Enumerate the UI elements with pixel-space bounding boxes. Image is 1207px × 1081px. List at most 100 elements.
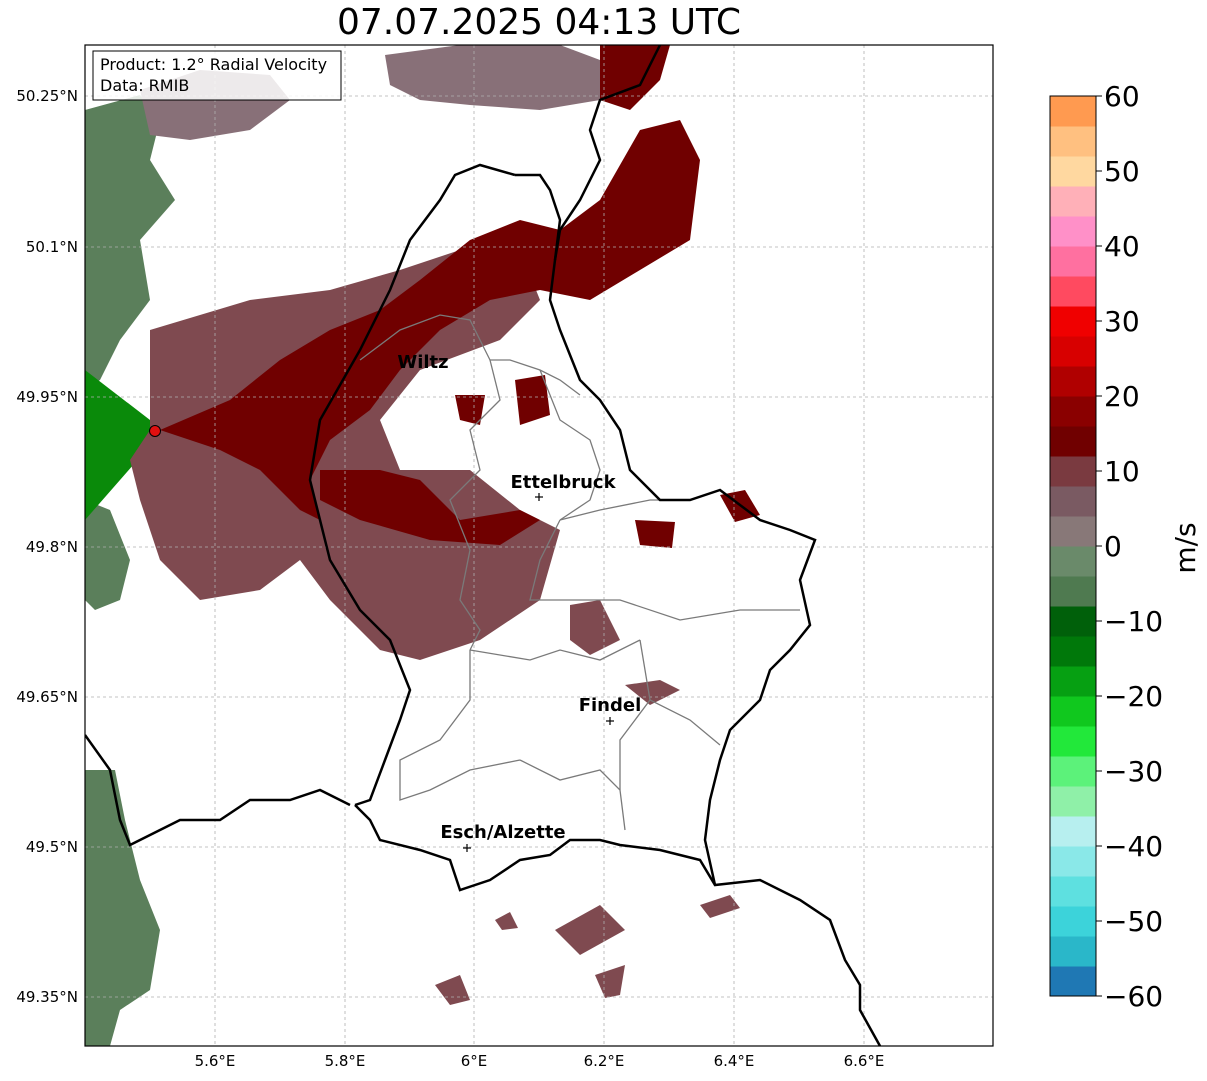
colorbar-band (1050, 546, 1096, 577)
radar-echo-west-2 (85, 500, 130, 610)
colorbar-band (1050, 486, 1096, 517)
lat-tick: 49.8°N (26, 538, 78, 556)
colorbar: 60 50 40 30 20 10 0 −10 −20 −30 −40 −50 −60 m/s (1049, 80, 1202, 1013)
city-markers: Wiltz Ettelbruck Findel Esch/Alzette (397, 352, 641, 852)
lat-tick: 49.35°N (16, 988, 78, 1006)
colorbar-tick-label: −40 (1104, 830, 1163, 863)
colorbar-band (1050, 726, 1096, 757)
border-lu-be-north (515, 173, 562, 261)
info-box: Product: 1.2° Radial Velocity Data: RMIB (92, 50, 342, 101)
radar-echo-inbound-small-2 (455, 395, 485, 425)
border-south (354, 804, 882, 1046)
colorbar-tick-label: 40 (1104, 230, 1140, 263)
lat-tick: 49.95°N (16, 388, 78, 406)
colorbar-tick-label: 10 (1104, 455, 1140, 488)
colorbar-tick-label: 0 (1104, 530, 1122, 563)
lon-tick: 6.4°E (714, 1052, 755, 1070)
colorbar-band (1050, 96, 1096, 127)
canton-borders (359, 314, 800, 831)
city-marker-esch (463, 844, 471, 852)
colorbar-band (1050, 336, 1096, 367)
colorbar-band (1050, 306, 1096, 337)
city-label-wiltz: Wiltz (397, 352, 448, 373)
colorbar-tick-label: −60 (1104, 980, 1163, 1013)
radar-echo-patch-6 (495, 912, 518, 930)
city-label-esch-alzette: Esch/Alzette (440, 822, 565, 843)
radar-echo-inbound-main (160, 120, 700, 520)
info-product: Product: 1.2° Radial Velocity (100, 55, 327, 74)
city-marker-findel (606, 717, 614, 725)
radar-echo-inbound-small (515, 375, 550, 425)
colorbar-band (1050, 366, 1096, 397)
colorbar-band (1050, 666, 1096, 697)
border-lu-be (548, 45, 817, 886)
radar-echo-north-gray (385, 45, 600, 110)
lat-tick: 50.25°N (16, 87, 78, 105)
colorbar-band (1050, 756, 1096, 787)
radar-echo-patch-1 (570, 600, 620, 655)
border-west-south (85, 734, 351, 847)
lon-tick-labels: 5.6°E 5.8°E 6°E 6.2°E 6.4°E 6.6°E (195, 1052, 885, 1070)
colorbar-tick-label: 50 (1104, 155, 1140, 188)
colorbar-tick-label: −20 (1104, 680, 1163, 713)
radar-layer (85, 45, 993, 1046)
radar-echo-west (85, 95, 175, 390)
colorbar-band (1050, 216, 1096, 247)
colorbar-band (1050, 126, 1096, 157)
lon-tick: 5.8°E (325, 1052, 366, 1070)
map-frame (84, 44, 994, 1047)
radar-echo-outbound (85, 370, 155, 520)
colorbar-band (1050, 456, 1096, 487)
colorbar-band (1050, 516, 1096, 547)
radar-echo-patch-3 (555, 905, 625, 955)
city-label-ettelbruck: Ettelbruck (510, 472, 616, 493)
border-west (308, 163, 516, 807)
info-data-source: Data: RMIB (100, 76, 189, 95)
radar-echo-southwest (85, 770, 160, 1046)
lat-tick: 50.1°N (26, 238, 78, 256)
city-marker-ettelbruck (535, 493, 543, 501)
lat-tick: 49.5°N (26, 838, 78, 856)
colorbar-tick-label: −10 (1104, 605, 1163, 638)
colorbar-band (1050, 846, 1096, 877)
lon-tick: 5.6°E (195, 1052, 236, 1070)
colorbar-band (1050, 636, 1096, 667)
city-label-findel: Findel (579, 695, 642, 716)
lon-tick: 6°E (461, 1052, 488, 1070)
colorbar-band (1050, 936, 1096, 967)
colorbar-band (1050, 576, 1096, 607)
graticule (85, 45, 993, 1046)
colorbar-tick-label: 20 (1104, 380, 1140, 413)
radar-echo-patch-4 (595, 965, 625, 998)
radar-echo-patch-2 (625, 680, 680, 705)
colorbar-tick-label: −50 (1104, 905, 1163, 938)
colorbar-band (1050, 186, 1096, 217)
colorbar-band (1050, 156, 1096, 187)
colorbar-band (1050, 816, 1096, 847)
colorbar-tick-label: 60 (1104, 80, 1140, 113)
lat-tick: 49.65°N (16, 688, 78, 706)
lon-tick: 6.2°E (584, 1052, 625, 1070)
colorbar-bands (1050, 96, 1096, 997)
colorbar-band (1050, 426, 1096, 457)
country-borders (85, 45, 882, 1046)
radar-echo-patch-5 (435, 975, 470, 1005)
lat-tick-labels: 50.25°N 50.1°N 49.95°N 49.8°N 49.65°N 49… (16, 87, 78, 1006)
colorbar-unit-label: m/s (1169, 522, 1202, 573)
colorbar-band (1050, 246, 1096, 277)
colorbar-band (1050, 876, 1096, 907)
radar-site-marker[interactable] (149, 425, 161, 437)
colorbar-band (1050, 786, 1096, 817)
radar-echo-inbound-center (320, 470, 540, 545)
colorbar-band (1050, 966, 1096, 997)
colorbar-band (1050, 906, 1096, 937)
colorbar-band (1050, 276, 1096, 307)
lon-tick: 6.6°E (844, 1052, 885, 1070)
radar-echo-patch-8 (635, 520, 675, 548)
colorbar-band (1050, 396, 1096, 427)
colorbar-band (1050, 606, 1096, 637)
radar-echo-patch-7 (700, 895, 740, 918)
colorbar-ticks: 60 50 40 30 20 10 0 −10 −20 −30 −40 −50 −60 (1096, 80, 1163, 1013)
colorbar-tick-label: 30 (1104, 305, 1140, 338)
